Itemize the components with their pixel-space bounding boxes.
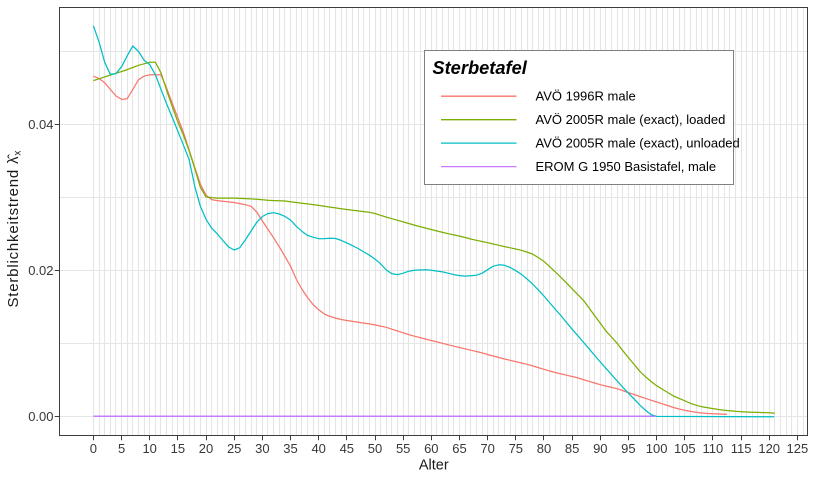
svg-text:Sterblichkeitstrend λ̂x: Sterblichkeitstrend λ̂x: [5, 150, 24, 308]
svg-text:5: 5: [118, 441, 125, 456]
svg-text:45: 45: [340, 441, 354, 456]
svg-text:65: 65: [452, 441, 466, 456]
svg-text:25: 25: [227, 441, 241, 456]
svg-text:75: 75: [509, 441, 523, 456]
svg-text:100: 100: [646, 441, 668, 456]
svg-text:40: 40: [311, 441, 325, 456]
svg-text:0: 0: [90, 441, 97, 456]
svg-text:115: 115: [731, 441, 752, 456]
svg-text:105: 105: [674, 441, 696, 456]
svg-text:60: 60: [424, 441, 438, 456]
svg-text:50: 50: [368, 441, 382, 456]
svg-text:55: 55: [396, 441, 410, 456]
svg-text:Alter: Alter: [419, 458, 449, 474]
svg-text:0.02: 0.02: [28, 263, 53, 278]
svg-text:AVÖ 2005R male (exact), unload: AVÖ 2005R male (exact), unloaded: [536, 135, 740, 150]
svg-text:20: 20: [199, 441, 213, 456]
svg-text:10: 10: [142, 441, 156, 456]
svg-text:110: 110: [703, 441, 724, 456]
svg-text:AVÖ 1996R male: AVÖ 1996R male: [536, 89, 636, 104]
svg-text:70: 70: [480, 441, 494, 456]
svg-text:95: 95: [621, 441, 635, 456]
svg-text:90: 90: [593, 441, 607, 456]
svg-text:0.00: 0.00: [28, 409, 53, 424]
svg-text:EROM G 1950 Basistafel, male: EROM G 1950 Basistafel, male: [536, 159, 717, 174]
svg-text:15: 15: [171, 441, 185, 456]
svg-text:80: 80: [537, 441, 551, 456]
svg-text:85: 85: [565, 441, 579, 456]
svg-text:AVÖ 2005R male (exact), loaded: AVÖ 2005R male (exact), loaded: [536, 112, 726, 127]
svg-text:35: 35: [283, 441, 297, 456]
svg-text:Sterbetafel: Sterbetafel: [432, 57, 527, 78]
svg-text:120: 120: [758, 441, 780, 456]
svg-text:125: 125: [787, 441, 809, 456]
svg-text:0.04: 0.04: [28, 117, 53, 132]
svg-text:30: 30: [255, 441, 269, 456]
